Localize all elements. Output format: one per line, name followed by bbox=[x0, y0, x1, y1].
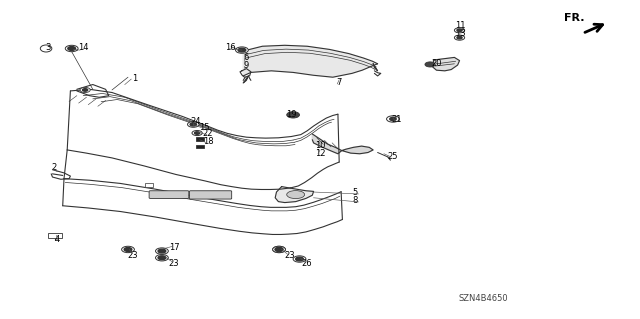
Circle shape bbox=[454, 28, 465, 33]
Text: 1: 1 bbox=[132, 74, 137, 83]
Text: 18: 18 bbox=[203, 137, 213, 146]
Text: 20: 20 bbox=[431, 59, 442, 68]
Polygon shape bbox=[243, 45, 378, 77]
Text: 23: 23 bbox=[169, 259, 179, 268]
Circle shape bbox=[158, 256, 166, 260]
Circle shape bbox=[188, 122, 199, 127]
Text: 17: 17 bbox=[169, 243, 179, 252]
Bar bbox=[196, 137, 204, 141]
Circle shape bbox=[275, 248, 283, 251]
Circle shape bbox=[287, 112, 300, 118]
Circle shape bbox=[122, 246, 134, 253]
Text: 11: 11 bbox=[456, 21, 466, 30]
Circle shape bbox=[238, 48, 246, 52]
Polygon shape bbox=[432, 57, 460, 71]
Bar bbox=[48, 233, 62, 238]
Circle shape bbox=[457, 36, 462, 39]
Circle shape bbox=[80, 87, 90, 93]
Circle shape bbox=[156, 255, 168, 261]
Text: 19: 19 bbox=[286, 110, 296, 119]
Circle shape bbox=[293, 256, 306, 262]
Circle shape bbox=[65, 45, 78, 52]
Circle shape bbox=[83, 89, 88, 91]
Text: 15: 15 bbox=[200, 123, 210, 132]
Text: 23: 23 bbox=[285, 251, 295, 260]
Circle shape bbox=[124, 248, 132, 251]
Circle shape bbox=[156, 248, 168, 254]
Bar bbox=[145, 183, 153, 187]
Text: 24: 24 bbox=[190, 117, 200, 126]
Circle shape bbox=[236, 47, 248, 53]
Circle shape bbox=[273, 246, 285, 253]
Circle shape bbox=[158, 249, 166, 253]
Text: 3: 3 bbox=[45, 43, 51, 52]
Text: 4: 4 bbox=[55, 235, 60, 244]
Text: 6: 6 bbox=[244, 53, 249, 62]
Circle shape bbox=[457, 29, 462, 32]
Text: SZN4B4650: SZN4B4650 bbox=[458, 294, 508, 303]
Circle shape bbox=[273, 246, 285, 253]
FancyBboxPatch shape bbox=[149, 191, 189, 198]
Text: 5: 5 bbox=[353, 189, 358, 197]
Polygon shape bbox=[342, 146, 373, 154]
Bar bbox=[196, 145, 204, 148]
Circle shape bbox=[275, 248, 283, 251]
Circle shape bbox=[190, 123, 196, 126]
Circle shape bbox=[192, 130, 202, 136]
FancyBboxPatch shape bbox=[189, 191, 232, 199]
Circle shape bbox=[195, 132, 200, 134]
Polygon shape bbox=[312, 134, 342, 154]
Ellipse shape bbox=[40, 45, 52, 52]
Text: FR.: FR. bbox=[564, 12, 585, 23]
Text: 23: 23 bbox=[128, 251, 138, 260]
Text: 12: 12 bbox=[315, 149, 325, 158]
Circle shape bbox=[68, 47, 76, 50]
Text: 2: 2 bbox=[52, 163, 57, 172]
Circle shape bbox=[425, 62, 435, 67]
Text: 10: 10 bbox=[315, 141, 325, 150]
Text: 21: 21 bbox=[392, 115, 402, 124]
Polygon shape bbox=[275, 187, 314, 203]
Circle shape bbox=[454, 35, 465, 40]
Text: 9: 9 bbox=[244, 61, 249, 70]
Text: 25: 25 bbox=[388, 152, 398, 161]
Text: 8: 8 bbox=[353, 197, 358, 205]
Text: 16: 16 bbox=[225, 43, 236, 52]
Text: 22: 22 bbox=[203, 130, 213, 138]
Circle shape bbox=[390, 117, 396, 121]
Ellipse shape bbox=[287, 190, 305, 198]
Text: 13: 13 bbox=[456, 29, 466, 38]
Text: 26: 26 bbox=[302, 259, 312, 268]
Text: 14: 14 bbox=[78, 43, 88, 52]
Circle shape bbox=[296, 257, 303, 261]
Circle shape bbox=[387, 116, 399, 122]
Text: 7: 7 bbox=[337, 78, 342, 87]
